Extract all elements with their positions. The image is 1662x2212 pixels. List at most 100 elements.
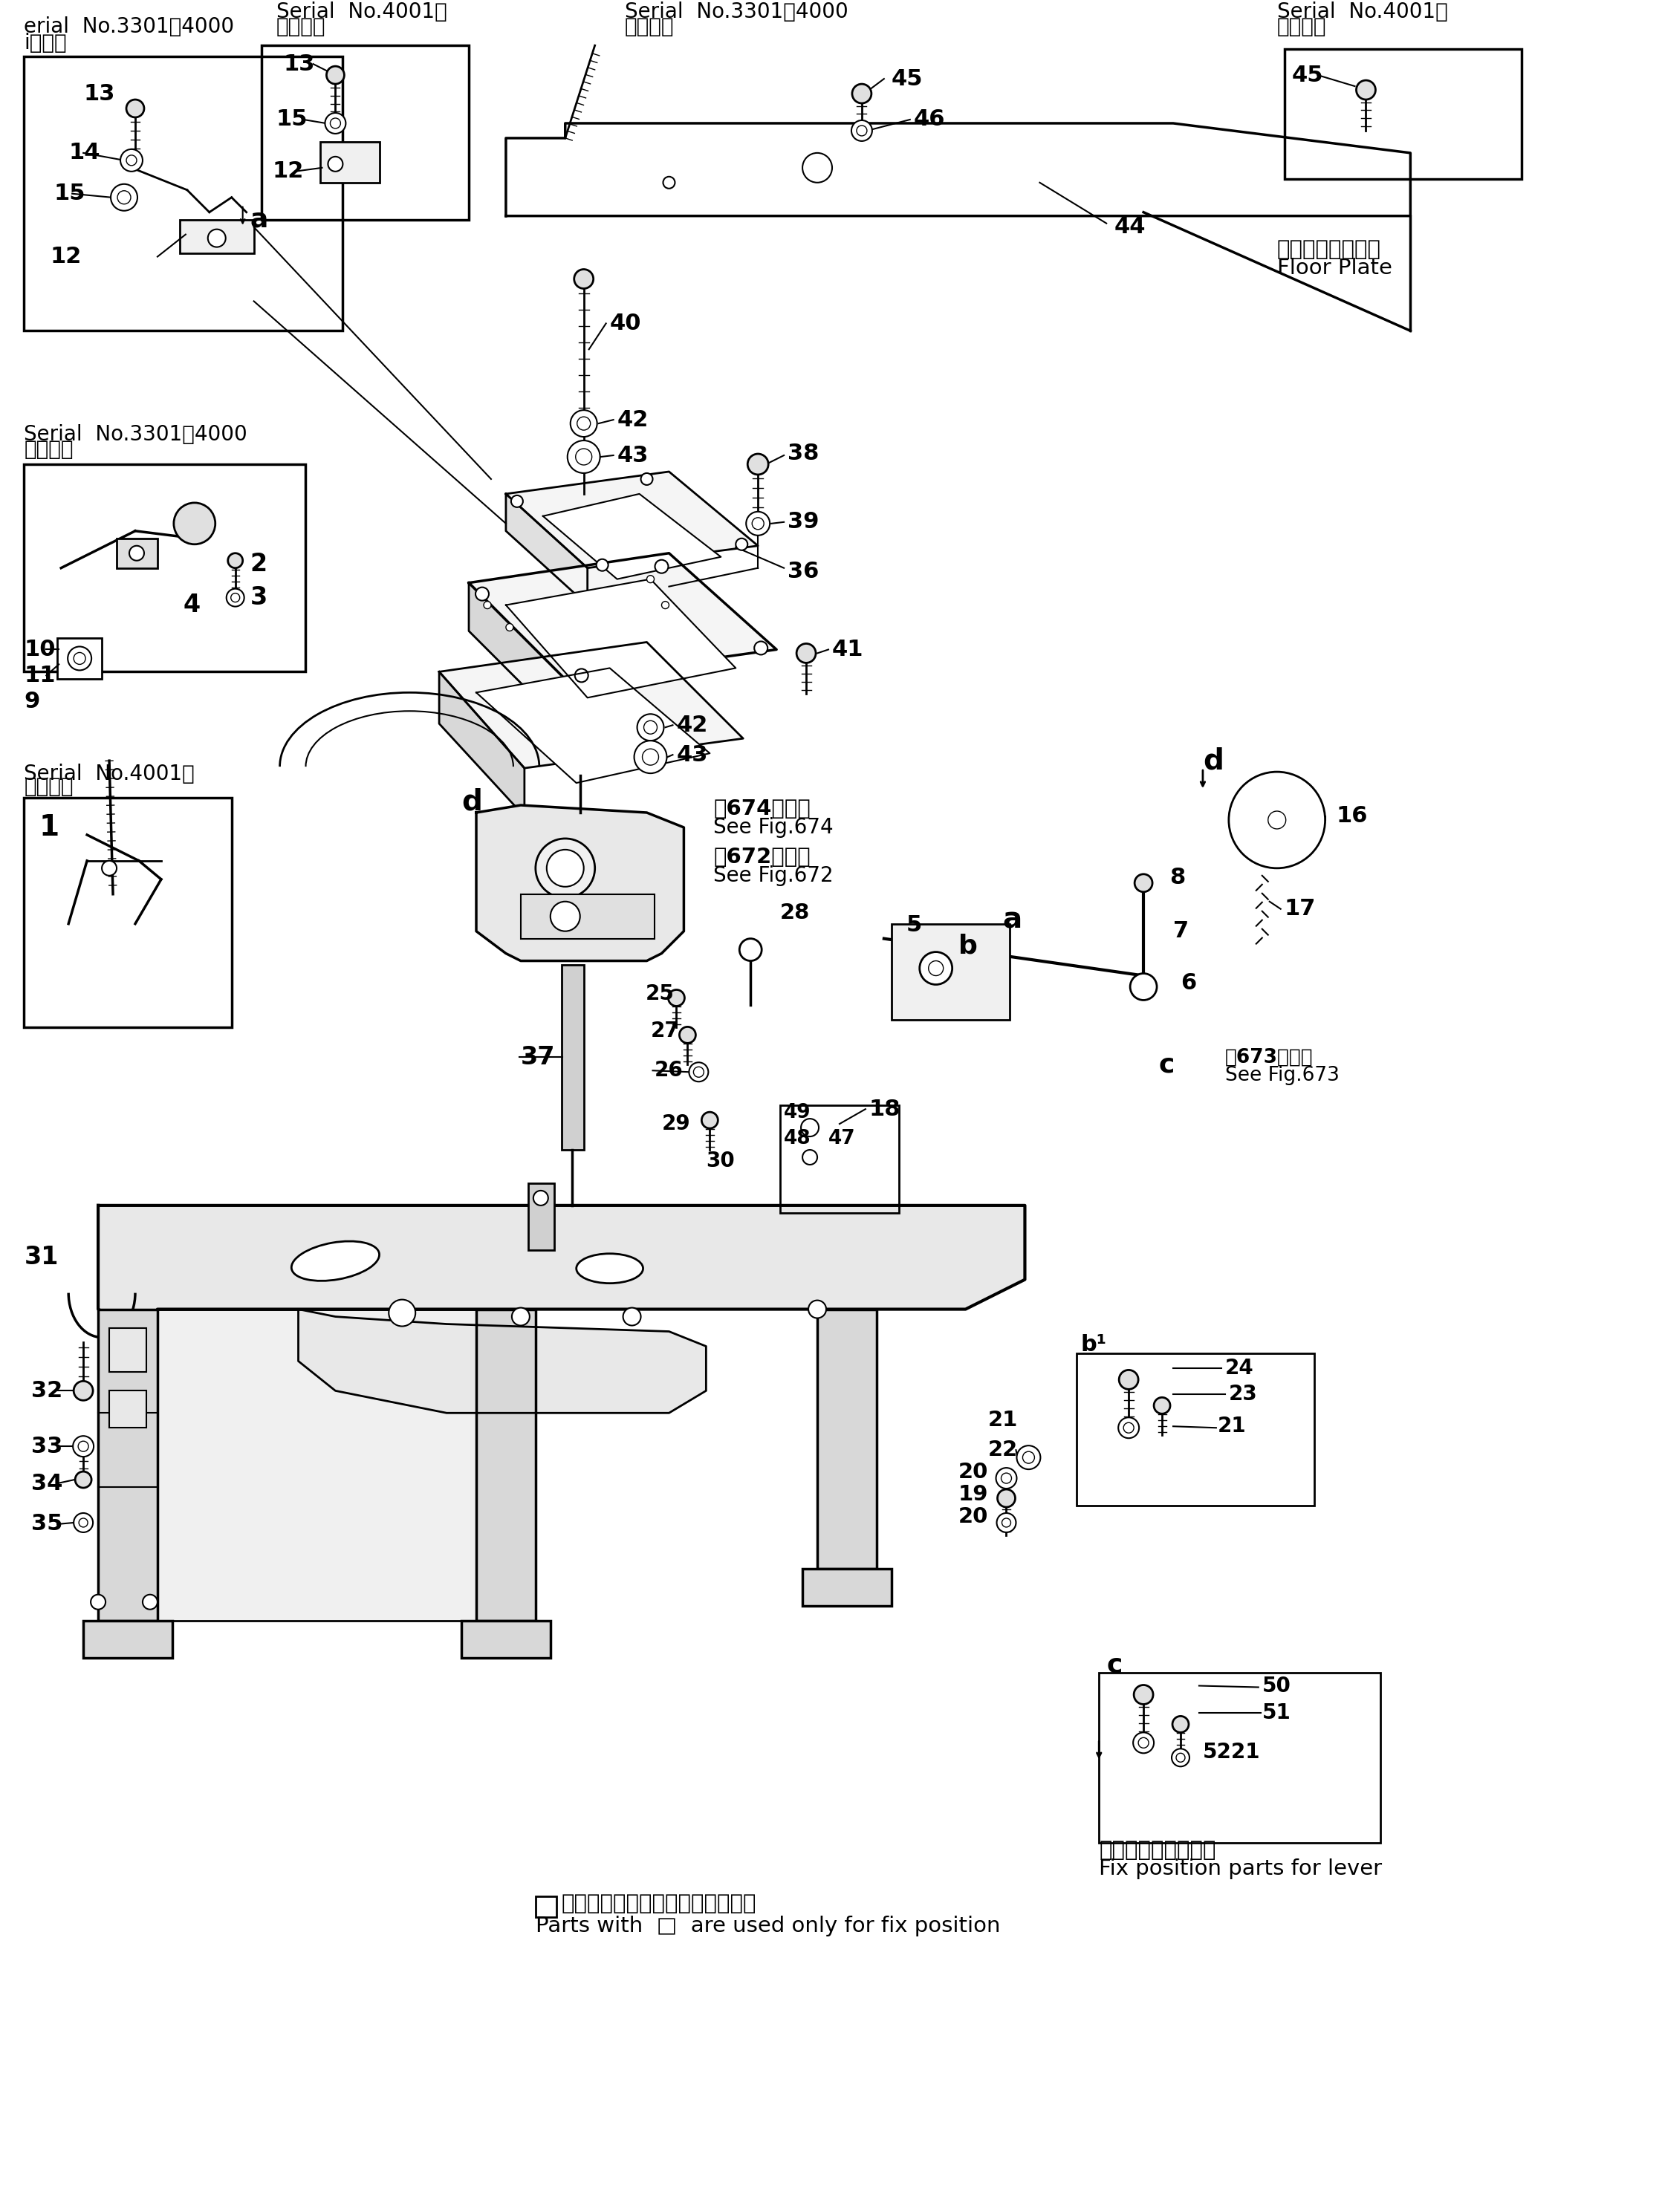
Text: 5221: 5221 [1203, 1743, 1260, 1763]
Circle shape [996, 1469, 1017, 1489]
Text: Serial  No.3301～4000: Serial No.3301～4000 [625, 2, 848, 22]
Polygon shape [505, 493, 587, 606]
Text: 47: 47 [828, 1128, 856, 1148]
Text: 23: 23 [1228, 1385, 1258, 1405]
Circle shape [1002, 1517, 1010, 1526]
Polygon shape [297, 1310, 706, 1413]
Polygon shape [439, 641, 743, 768]
Text: Serial  No.3301～4000: Serial No.3301～4000 [23, 425, 248, 445]
Bar [520, 894, 655, 938]
Text: 17: 17 [1285, 898, 1316, 920]
Polygon shape [505, 580, 736, 697]
Circle shape [78, 1442, 88, 1451]
Circle shape [327, 157, 342, 173]
Circle shape [663, 177, 675, 188]
Circle shape [484, 602, 490, 608]
Text: 41: 41 [833, 639, 864, 661]
Circle shape [535, 838, 595, 898]
Text: 1: 1 [38, 814, 58, 841]
Text: Serial  No.4001～: Serial No.4001～ [276, 2, 447, 22]
Circle shape [570, 409, 597, 436]
Circle shape [643, 721, 656, 734]
Text: 49: 49 [784, 1104, 811, 1121]
Text: d: d [462, 787, 482, 816]
Text: 6: 6 [1180, 973, 1197, 993]
Text: 24: 24 [1225, 1358, 1253, 1378]
Text: 37: 37 [520, 1044, 555, 1068]
Text: 22: 22 [987, 1440, 1017, 1460]
Text: 10: 10 [23, 639, 55, 661]
Circle shape [73, 1380, 93, 1400]
Text: 40: 40 [610, 312, 642, 334]
Circle shape [1119, 1418, 1138, 1438]
Text: 48: 48 [784, 1128, 811, 1148]
Circle shape [1138, 1739, 1148, 1747]
Circle shape [668, 989, 685, 1006]
Text: 11: 11 [23, 664, 55, 686]
Text: a: a [1002, 907, 1022, 933]
Polygon shape [477, 668, 710, 783]
Text: b: b [959, 933, 977, 958]
Text: Serial  No.4001～: Serial No.4001～ [1276, 2, 1448, 22]
Bar [562, 964, 583, 1150]
Text: 12: 12 [50, 246, 81, 268]
Text: 21: 21 [987, 1409, 1017, 1431]
Text: 18: 18 [869, 1099, 901, 1119]
Text: 45: 45 [1291, 64, 1323, 86]
Text: 21: 21 [1218, 1416, 1246, 1438]
Text: 26: 26 [655, 1060, 683, 1082]
Text: 34: 34 [32, 1473, 63, 1493]
Text: 16: 16 [1336, 805, 1368, 827]
Circle shape [796, 644, 816, 664]
Text: 25: 25 [645, 984, 675, 1004]
Text: 9: 9 [23, 690, 40, 712]
Circle shape [1172, 1717, 1188, 1732]
Text: 20: 20 [959, 1462, 989, 1482]
Circle shape [143, 1595, 158, 1610]
Circle shape [1022, 1451, 1034, 1464]
Circle shape [680, 1026, 696, 1044]
Text: a: a [249, 208, 268, 232]
Bar [535, 1896, 557, 1918]
Text: 適用号機: 適用号機 [625, 15, 673, 38]
Circle shape [1135, 874, 1152, 891]
Text: 13: 13 [83, 82, 115, 104]
Text: 適用号機: 適用号機 [276, 15, 326, 38]
Text: フロアープレート: フロアープレート [1276, 239, 1381, 259]
Text: 適用号機: 適用号機 [1276, 15, 1326, 38]
Circle shape [801, 1119, 819, 1137]
Circle shape [567, 440, 600, 473]
Text: Fix position parts for lever: Fix position parts for lever [1099, 1858, 1383, 1880]
Text: 第674図参照: 第674図参照 [713, 799, 811, 818]
Circle shape [1124, 1422, 1133, 1433]
Circle shape [575, 668, 588, 681]
Bar [98, 1310, 158, 1621]
Polygon shape [505, 124, 1411, 217]
Text: 30: 30 [706, 1150, 735, 1172]
Circle shape [550, 902, 580, 931]
Text: erial  No.3301～4000: erial No.3301～4000 [23, 15, 234, 38]
Circle shape [1228, 772, 1325, 867]
Polygon shape [98, 1206, 1025, 1338]
Text: See Fig.674: See Fig.674 [713, 816, 834, 838]
Circle shape [75, 1471, 91, 1489]
Text: c: c [1158, 1053, 1175, 1077]
Circle shape [1119, 1369, 1138, 1389]
Bar [779, 1106, 899, 1212]
Circle shape [326, 66, 344, 84]
Text: 39: 39 [788, 511, 819, 533]
Circle shape [512, 1307, 530, 1325]
Circle shape [68, 646, 91, 670]
Circle shape [118, 190, 131, 204]
Bar [1099, 1672, 1381, 1843]
Circle shape [534, 1190, 548, 1206]
Polygon shape [469, 582, 565, 728]
Circle shape [91, 1595, 106, 1610]
Circle shape [101, 860, 116, 876]
Text: 50: 50 [1261, 1674, 1291, 1697]
Text: 35: 35 [32, 1513, 63, 1535]
Circle shape [505, 624, 514, 630]
Text: 7: 7 [1173, 920, 1188, 942]
Text: d: d [1203, 748, 1223, 774]
Text: 13: 13 [284, 53, 316, 75]
